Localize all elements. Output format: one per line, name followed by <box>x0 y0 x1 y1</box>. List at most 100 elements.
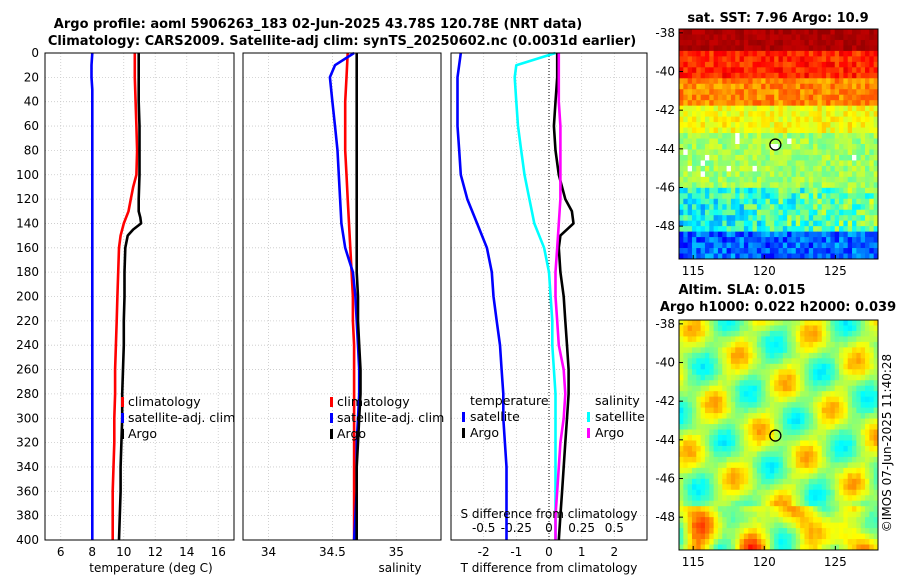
map-cell <box>834 253 840 260</box>
map-cell <box>834 144 840 150</box>
map-cell <box>704 489 710 496</box>
map-cell <box>679 402 684 409</box>
map-cell <box>782 56 788 63</box>
map-cell <box>817 413 823 419</box>
map-cell <box>856 253 862 260</box>
map-cell <box>704 522 710 529</box>
map-cell <box>687 226 693 233</box>
map-cell <box>752 500 758 507</box>
map-cell <box>860 34 866 41</box>
map-cell <box>843 484 849 491</box>
map-cell <box>700 56 706 63</box>
map-cell <box>808 522 814 529</box>
map-cell <box>782 456 788 463</box>
map-cell <box>730 467 736 474</box>
map-cell <box>856 462 862 469</box>
map-cell <box>748 528 753 534</box>
map-cell <box>709 231 715 238</box>
map-cell <box>847 220 853 227</box>
map-cell <box>679 544 684 551</box>
map-cell <box>696 248 702 254</box>
map-cell <box>865 111 870 118</box>
map-cell <box>691 445 697 452</box>
map-cell <box>860 78 866 85</box>
map-cell <box>726 440 732 447</box>
map-cell <box>808 456 814 463</box>
y-tick-label: 180 <box>16 265 39 279</box>
map-cell <box>713 369 719 376</box>
map-cell <box>791 413 797 419</box>
map-cell <box>761 467 766 474</box>
map-cell <box>843 429 849 436</box>
map-cell <box>847 456 853 463</box>
map-cell <box>722 144 727 150</box>
map-cell <box>691 363 697 370</box>
map-cell <box>696 133 702 139</box>
map-cell <box>752 539 758 545</box>
map-cell <box>839 78 844 85</box>
map-cell <box>813 473 818 480</box>
map-cell <box>722 511 727 518</box>
map-cell <box>722 500 727 507</box>
map-cell <box>800 220 805 227</box>
map-cell <box>752 231 758 238</box>
map-cell <box>713 94 719 101</box>
map-cell <box>739 122 745 128</box>
map-cell <box>839 347 844 354</box>
map-cell <box>869 369 875 376</box>
map-cell <box>735 374 740 381</box>
map-cell <box>830 435 836 441</box>
map-cell <box>808 89 814 96</box>
map-cell <box>787 215 792 222</box>
map-cell <box>800 330 805 337</box>
map-cell <box>808 380 814 387</box>
map-cell <box>696 89 702 96</box>
map-cell <box>869 544 875 551</box>
map-cell <box>826 105 831 112</box>
map-cell <box>700 34 706 41</box>
map-cell <box>856 500 862 507</box>
map-cell <box>704 369 710 376</box>
map-cell <box>756 182 762 189</box>
map-cell <box>839 391 844 398</box>
map-cell <box>865 89 870 96</box>
map-cell <box>709 517 715 524</box>
map-y-tick-label: -44 <box>655 142 675 156</box>
legend-label-climatology: climatology <box>337 394 410 409</box>
map-cell <box>730 533 736 540</box>
map-cell <box>726 374 732 381</box>
map-cell <box>713 138 719 145</box>
map-x-tick-label: 125 <box>824 264 847 278</box>
map-cell <box>769 500 775 507</box>
map-cell <box>804 67 810 74</box>
map-cell <box>791 402 797 409</box>
map-cell <box>808 418 814 425</box>
map-cell <box>739 253 745 260</box>
map-cell <box>687 56 693 63</box>
map-cell <box>730 489 736 496</box>
map-cell <box>765 435 771 441</box>
map-cell <box>717 133 723 139</box>
map-cell <box>774 72 779 79</box>
map-cell <box>743 445 749 452</box>
map-cell <box>873 45 879 52</box>
map-cell <box>683 237 689 243</box>
map-cell <box>683 45 689 52</box>
map-cell <box>795 149 801 156</box>
map-cell <box>743 522 749 529</box>
map-cell <box>778 220 784 227</box>
map-cell <box>873 402 879 409</box>
map-cell <box>752 462 758 469</box>
y-tick-label: 220 <box>16 314 39 328</box>
map-cell <box>817 539 823 545</box>
map-cell <box>739 467 745 474</box>
map-cell <box>834 451 840 458</box>
map-cell <box>869 500 875 507</box>
map-cell <box>748 61 753 68</box>
map-cell <box>739 330 745 337</box>
map-cell <box>687 171 693 178</box>
map-cell <box>847 429 853 436</box>
map-cell <box>808 45 814 52</box>
map-cell <box>795 380 801 387</box>
map-cell <box>856 473 862 480</box>
